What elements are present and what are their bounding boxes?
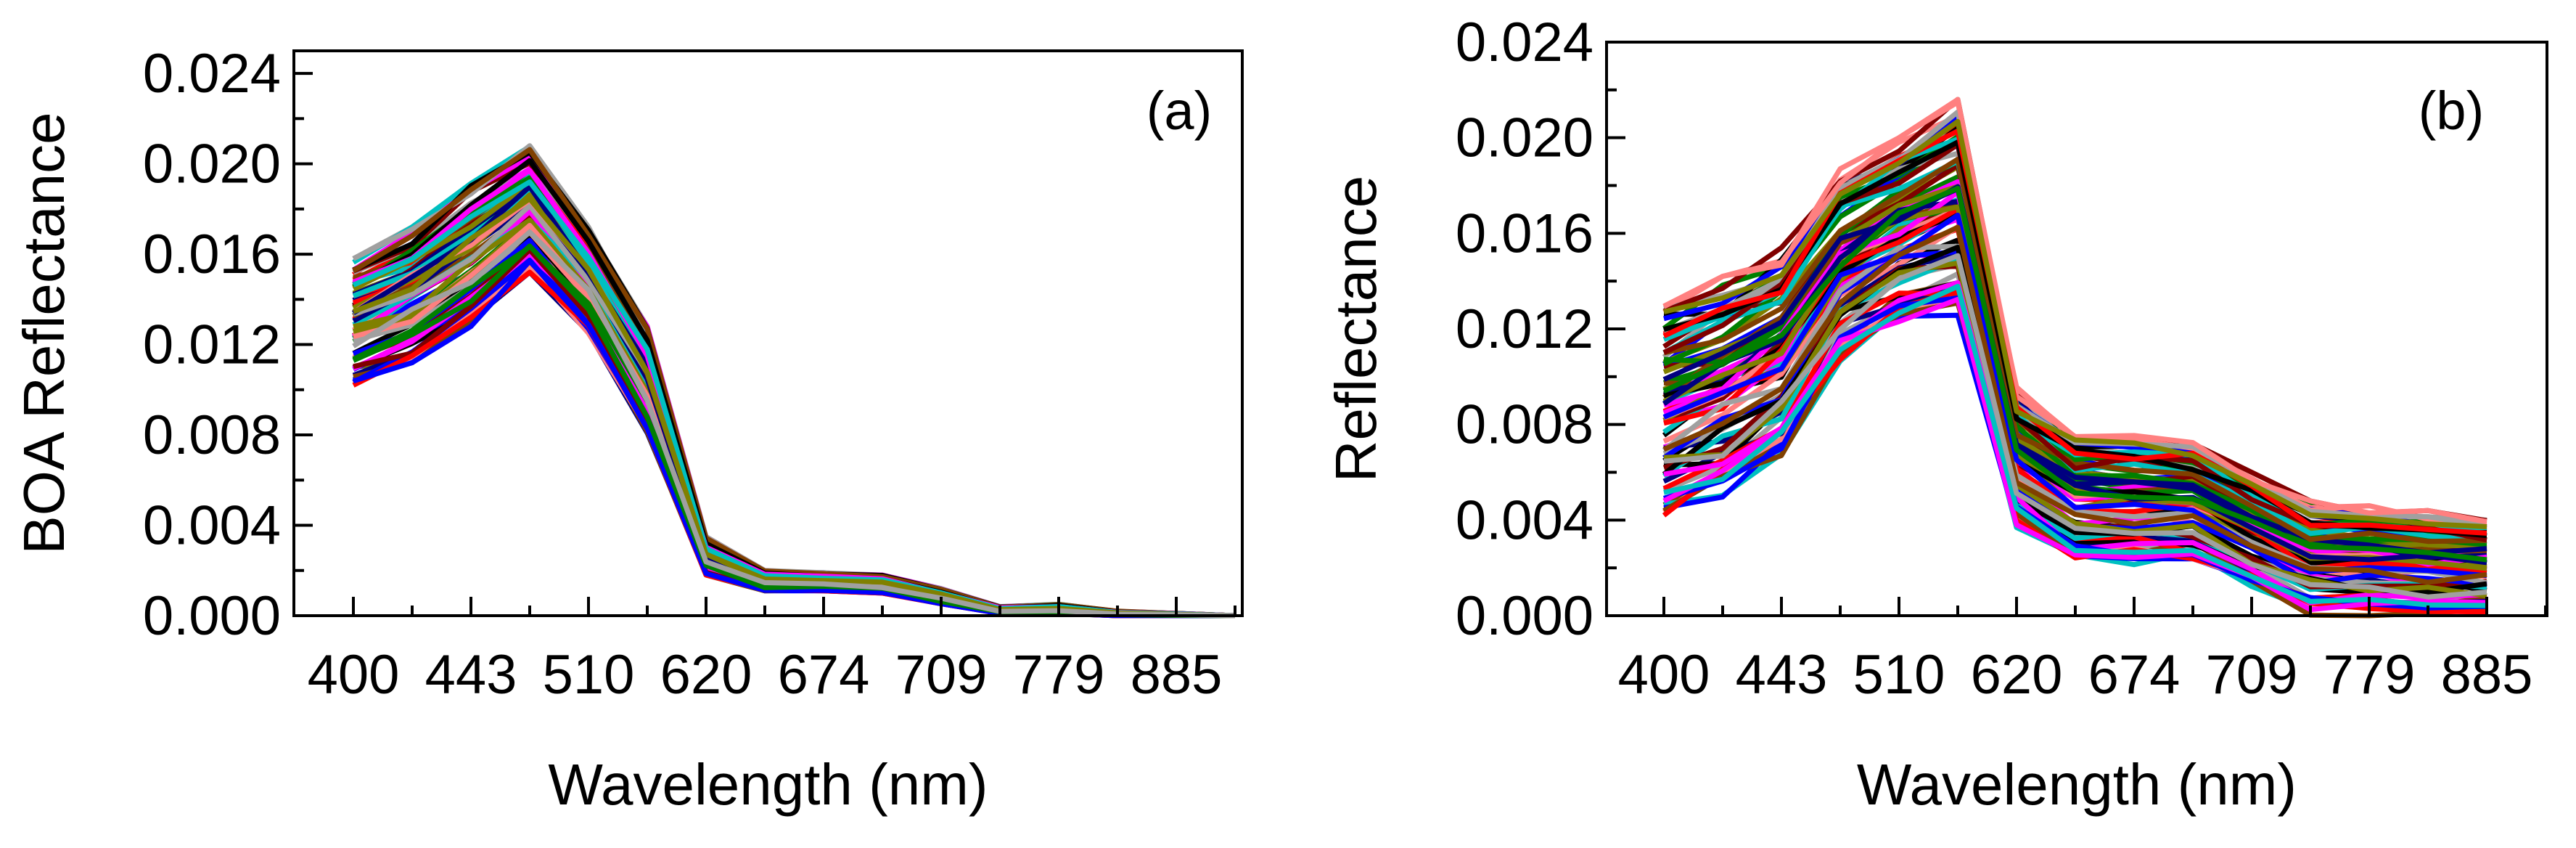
spectrum-line — [353, 188, 1236, 619]
spectrum-line — [352, 258, 1236, 619]
plot-frame — [292, 49, 1244, 617]
y-tick-label: 0.012 — [143, 314, 281, 376]
y-axis-title: Reflectance — [1324, 176, 1388, 482]
x-tick-label: 885 — [2441, 644, 2533, 706]
y-tick-label: 0.000 — [1456, 585, 1593, 647]
x-tick-label: 620 — [1971, 644, 2063, 706]
spectrum-line — [1662, 129, 2487, 536]
spectrum-line — [1663, 253, 2487, 600]
panel-b-chart: 0.000 0.004 0.008 0.012 0.016 0.020 0.024 400 44… — [1324, 12, 2548, 817]
y-tick-label: 0.020 — [1456, 107, 1593, 169]
spectrum-line — [1662, 97, 2487, 524]
x-tick-label: 779 — [2323, 644, 2416, 706]
y-tick-label: 0.000 — [143, 585, 281, 647]
y-tick-label: 0.016 — [1456, 203, 1593, 264]
x-tick-label: 709 — [2206, 644, 2298, 706]
y-tick-label: 0.024 — [1456, 12, 1593, 73]
x-tick-label: 779 — [1013, 644, 1105, 706]
panel-label: (a) — [1147, 81, 1212, 141]
spectrum-line — [353, 263, 1236, 619]
spectrum-line — [352, 229, 1236, 619]
spectrum-line — [1663, 118, 2487, 529]
x-tick-label: 510 — [1853, 644, 1945, 706]
spectrum-line — [1663, 283, 2487, 608]
x-tick-label: 443 — [425, 644, 517, 706]
x-tick-label: 674 — [778, 644, 870, 706]
y-tick-label: 0.020 — [143, 134, 281, 195]
x-tick-label: 510 — [543, 644, 635, 706]
x-axis-title: Wavelength (nm) — [1857, 752, 2297, 817]
series-group — [351, 143, 1236, 619]
panel-label: (b) — [2419, 81, 2484, 141]
x-tick-label: 620 — [660, 644, 752, 706]
y-tick-label: 0.008 — [143, 404, 281, 466]
x-tick-label: 674 — [2088, 644, 2181, 706]
spectrum-line — [352, 269, 1236, 619]
y-axis-title: BOA Reflectance — [12, 112, 76, 554]
y-tick-label: 0.008 — [1456, 394, 1593, 456]
x-tick-label: 885 — [1131, 644, 1223, 706]
spectrum-line — [353, 259, 1236, 619]
y-tick-label: 0.004 — [143, 495, 281, 557]
spectrum-line — [352, 263, 1236, 619]
spectrum-line — [1662, 185, 2487, 563]
panel-a-chart: 0.000 0.004 0.008 0.012 0.016 0.020 0.024 400 44… — [12, 43, 1244, 817]
x-tick-label: 443 — [1736, 644, 1828, 706]
x-tick-label: 709 — [895, 644, 988, 706]
spectrum-line — [1663, 156, 2487, 545]
x-axis-title: Wavelength (nm) — [548, 752, 988, 817]
spectrum-line — [352, 269, 1235, 619]
spectrum-line — [352, 189, 1236, 619]
y-tick-label: 0.024 — [143, 43, 281, 105]
spectrum-line — [1662, 224, 2487, 585]
spectrum-line — [1662, 184, 2487, 555]
x-tick-label: 400 — [1618, 644, 1710, 706]
y-tick-label: 0.016 — [143, 224, 281, 285]
x-tick-label: 400 — [308, 644, 400, 706]
y-tick-label: 0.004 — [1456, 489, 1593, 551]
spectrum-line — [353, 264, 1236, 619]
series-group — [1662, 97, 2487, 619]
y-tick-label: 0.012 — [1456, 298, 1593, 360]
